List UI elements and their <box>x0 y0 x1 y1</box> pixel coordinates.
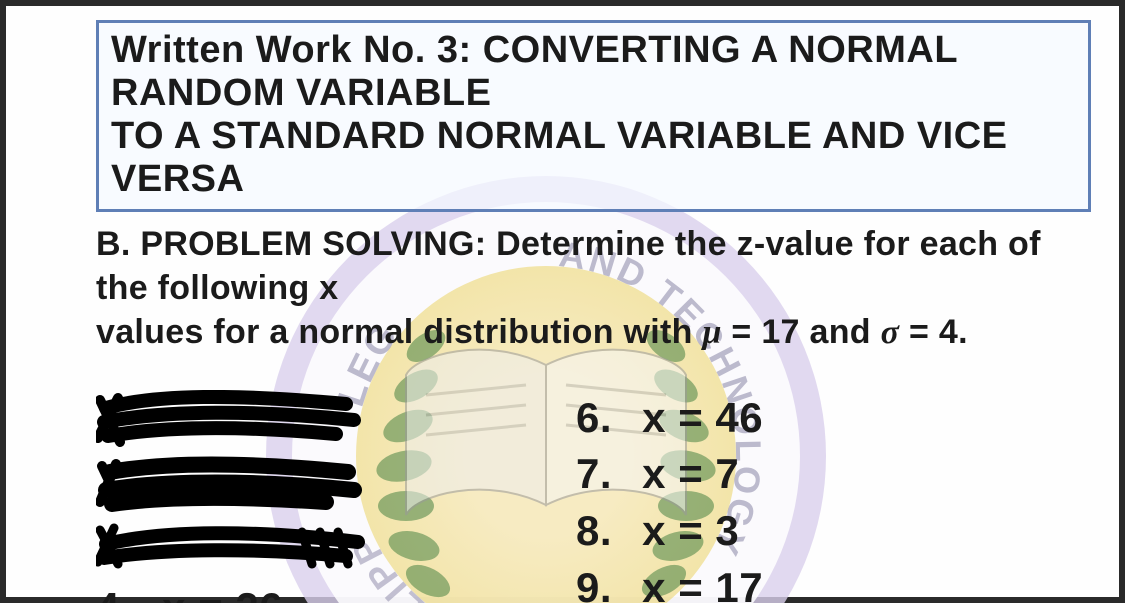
item-number: 4. <box>96 580 150 603</box>
scribble-icon <box>96 390 396 450</box>
problem-columns: 4. x = 26 5. x = 18 6. x = 46 7. x = 7 8… <box>96 390 1091 603</box>
item-body: x = 3 <box>642 507 739 554</box>
item-body: x = 17 <box>642 564 763 603</box>
problem-item-6: 6. x = 46 <box>576 390 1091 447</box>
scribble-icon <box>96 518 396 574</box>
left-column: 4. x = 26 5. x = 18 <box>96 390 456 603</box>
sigma-symbol: σ <box>881 314 900 351</box>
problem-item-7: 7. x = 7 <box>576 446 1091 503</box>
and-text: and <box>800 313 881 351</box>
eq1: = <box>722 313 762 351</box>
instr-line2a: values for a normal distribution with <box>96 313 702 351</box>
sigma-value: 4 <box>939 313 958 351</box>
item-body: x = 26 <box>162 584 283 603</box>
mu-symbol: μ <box>702 314 721 351</box>
worksheet-title-box: Written Work No. 3: CONVERTING A NORMAL … <box>96 20 1091 212</box>
redacted-item-1 <box>96 390 396 450</box>
redacted-item-3 <box>96 518 396 574</box>
item-number: 8. <box>576 503 630 560</box>
redacted-item-2 <box>96 456 396 512</box>
mu-value: 17 <box>761 313 799 351</box>
problem-item-8: 8. x = 3 <box>576 503 1091 560</box>
eq2: = <box>899 313 939 351</box>
item-body: x = 46 <box>642 394 763 441</box>
item-body: x = 7 <box>642 450 739 497</box>
item-number: 6. <box>576 390 630 447</box>
problem-item-4: 4. x = 26 <box>96 580 456 603</box>
title-line-2: TO A STANDARD NORMAL VARIABLE AND VICE V… <box>111 115 1076 201</box>
scribble-icon <box>96 456 396 512</box>
right-column: 6. x = 46 7. x = 7 8. x = 3 9. x = 17 10… <box>496 390 1091 603</box>
instr-period: . <box>958 313 968 351</box>
item-number: 7. <box>576 446 630 503</box>
instructions-text: B. PROBLEM SOLVING: Determine the z-valu… <box>96 222 1091 356</box>
item-number: 9. <box>576 560 630 603</box>
instr-prefix: B. PROBLEM SOLVING: Determine the z-valu… <box>96 225 1041 307</box>
problem-item-9: 9. x = 17 <box>576 560 1091 603</box>
title-line-1: Written Work No. 3: CONVERTING A NORMAL … <box>111 29 1076 115</box>
